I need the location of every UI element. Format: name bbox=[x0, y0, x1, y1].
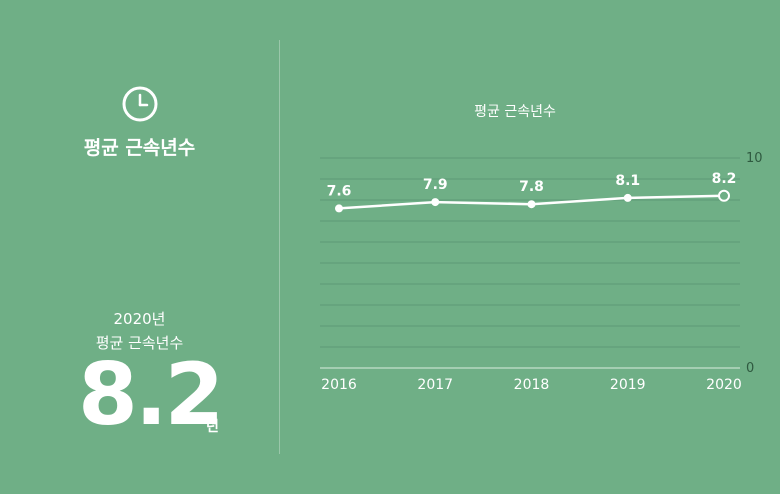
panel-divider bbox=[279, 40, 280, 454]
data-label: 7.6 bbox=[327, 183, 352, 199]
data-label: 7.8 bbox=[519, 179, 544, 195]
chart-title: 평균 근속년수 bbox=[474, 104, 556, 120]
summary-panel: 평균 근속년수 2020년 평균 근속년수 8.2 년 bbox=[0, 0, 279, 494]
data-point bbox=[431, 198, 440, 207]
y-tick-label: 0 bbox=[746, 361, 754, 376]
data-point bbox=[335, 204, 343, 213]
summary-title: 평균 근속년수 bbox=[83, 137, 196, 159]
x-tick-label: 2018 bbox=[514, 377, 550, 393]
x-tick-label: 2020 bbox=[706, 377, 742, 393]
data-label: 8.1 bbox=[615, 173, 640, 189]
data-point bbox=[623, 193, 632, 202]
summary-unit: 년 bbox=[206, 419, 219, 435]
summary-value: 8.2 bbox=[78, 345, 224, 445]
x-tick-label: 2019 bbox=[610, 377, 646, 393]
data-label: 8.2 bbox=[712, 171, 737, 187]
x-tick-label: 2016 bbox=[321, 377, 357, 393]
data-label: 7.9 bbox=[423, 177, 448, 193]
x-tick-label: 2017 bbox=[417, 377, 453, 393]
summary-year: 2020년 bbox=[113, 310, 166, 328]
data-point bbox=[527, 200, 536, 209]
y-tick-label: 10 bbox=[746, 151, 763, 166]
clock-icon bbox=[122, 86, 158, 122]
summary-label: 평균 근속년수 bbox=[95, 334, 184, 352]
data-point bbox=[718, 189, 730, 202]
